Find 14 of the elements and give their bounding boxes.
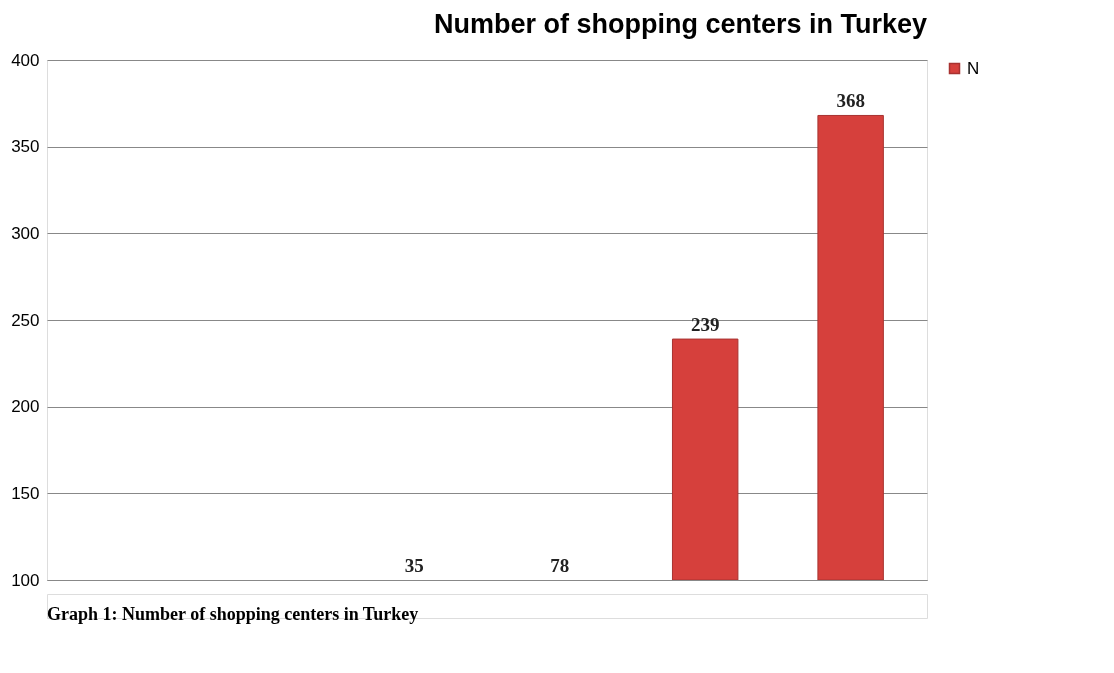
data-label: 368 — [836, 90, 865, 112]
y-tick-label: 300 — [11, 223, 40, 243]
y-tick-label: 200 — [11, 397, 40, 417]
text: 35 — [404, 555, 424, 576]
data-label: 239 — [690, 314, 720, 336]
y-tick-label: 100 — [11, 570, 40, 590]
y-tick-label: 150 — [11, 483, 40, 503]
text: 78 — [550, 555, 570, 576]
y-tick-label: 400 — [11, 50, 40, 70]
chart-title: Number of shopping centers in Turkey — [433, 9, 927, 39]
y-tick-label: 350 — [11, 137, 40, 157]
y-tick-label: 250 — [11, 310, 40, 330]
caption: Graph 1: Number of shopping centers in Turkey — [47, 604, 419, 624]
legend-label: N — [967, 58, 980, 78]
